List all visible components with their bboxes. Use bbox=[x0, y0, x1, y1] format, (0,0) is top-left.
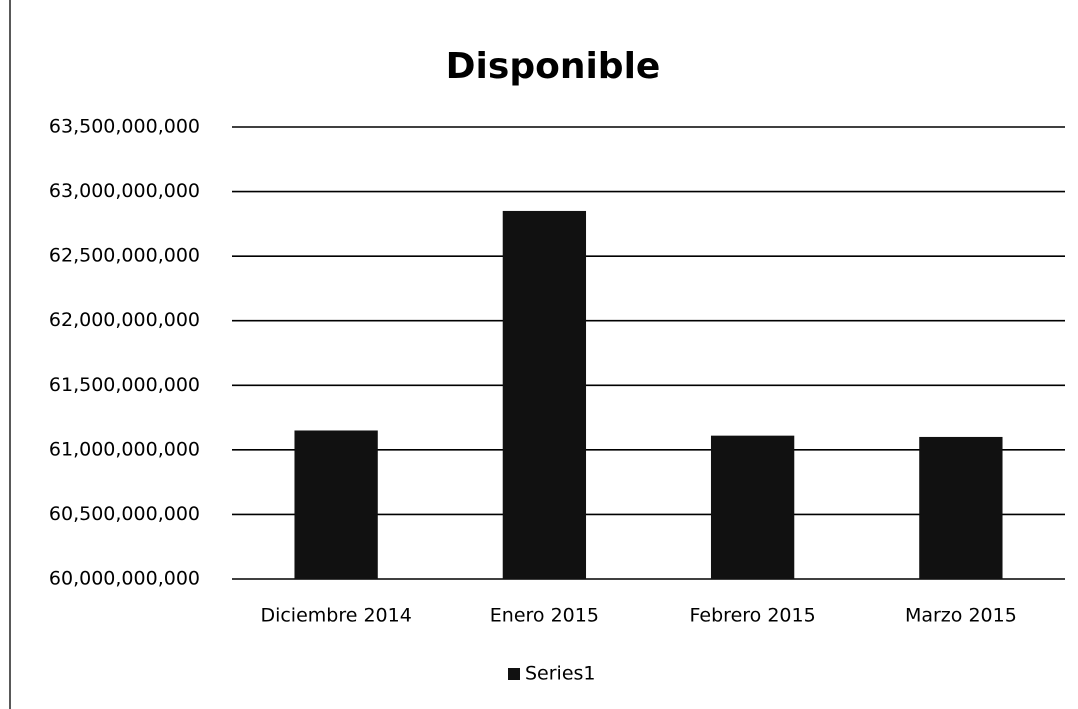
x-tick-label: Marzo 2015 bbox=[905, 605, 1017, 627]
y-tick-label: 63,500,000,000 bbox=[49, 116, 200, 138]
bar bbox=[502, 210, 587, 579]
y-tick-label: 61,500,000,000 bbox=[49, 374, 200, 396]
y-tick-label: 60,500,000,000 bbox=[49, 503, 200, 525]
bar bbox=[294, 430, 378, 579]
y-tick-label: 63,000,000,000 bbox=[49, 180, 200, 202]
x-tick-label: Enero 2015 bbox=[490, 605, 599, 627]
chart-title: Disponible bbox=[446, 46, 661, 87]
x-tick-label: Febrero 2015 bbox=[690, 605, 816, 627]
y-tick-label: 62,000,000,000 bbox=[49, 309, 200, 331]
y-tick-label: 60,000,000,000 bbox=[49, 568, 200, 590]
bar bbox=[919, 436, 1003, 579]
legend-swatch bbox=[508, 668, 520, 680]
y-tick-label: 61,000,000,000 bbox=[49, 438, 200, 460]
legend-label: Series1 bbox=[525, 663, 596, 685]
y-tick-label: 62,500,000,000 bbox=[49, 245, 200, 267]
bar bbox=[710, 435, 795, 579]
x-tick-label: Diciembre 2014 bbox=[260, 605, 411, 627]
